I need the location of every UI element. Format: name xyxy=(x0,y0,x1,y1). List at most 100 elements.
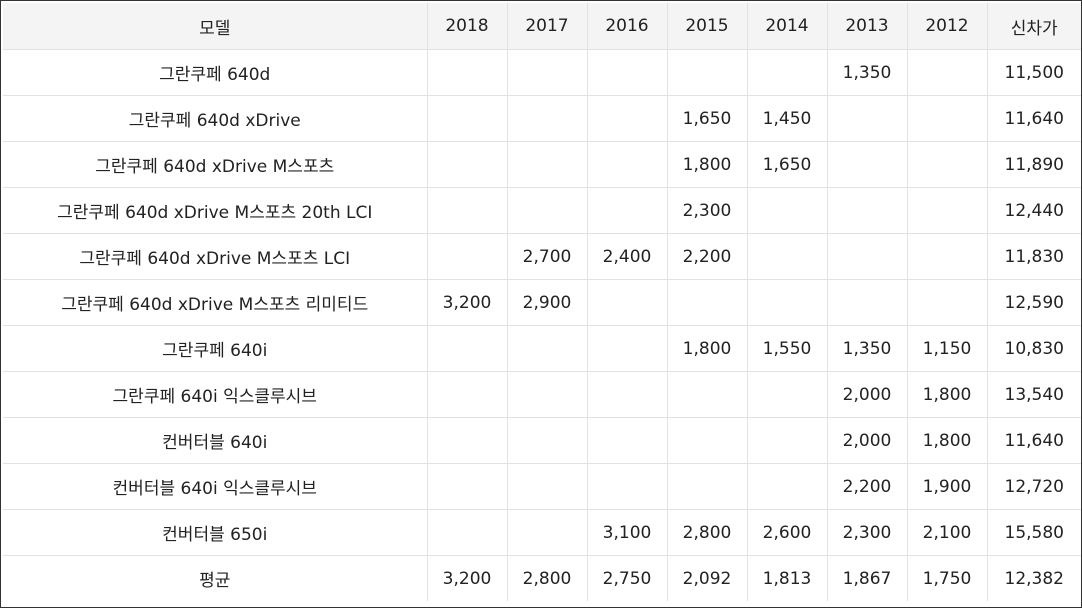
header-model: 모델 xyxy=(3,3,428,50)
price-cell xyxy=(826,95,908,142)
model-name-cell: 그란쿠페 640d xDrive M스포츠 리미티드 xyxy=(3,279,428,326)
price-cell xyxy=(746,463,828,510)
table-row: 그란쿠페 640d xDrive 1,650 1,450 11,640 xyxy=(3,95,1081,142)
price-cell xyxy=(746,187,828,234)
table-row: 그란쿠페 640d xDrive M스포츠 20th LCI 2,300 12,… xyxy=(3,187,1081,234)
price-cell: 1,800 xyxy=(666,325,748,372)
price-cell: 2,200 xyxy=(666,233,748,280)
new-price-cell: 12,720 xyxy=(986,463,1081,510)
table-row: 그란쿠페 640d 1,350 11,500 xyxy=(3,49,1081,96)
new-price-cell: 11,890 xyxy=(986,141,1081,188)
price-cell xyxy=(506,371,588,418)
price-cell: 1,650 xyxy=(666,95,748,142)
model-name-cell: 컨버터블 650i xyxy=(3,509,428,556)
new-price-cell: 11,830 xyxy=(986,233,1081,280)
price-cell xyxy=(426,233,508,280)
price-cell xyxy=(586,187,668,234)
price-cell: 2,300 xyxy=(666,187,748,234)
price-cell: 1,450 xyxy=(746,95,828,142)
price-cell: 1,900 xyxy=(906,463,988,510)
header-2015: 2015 xyxy=(666,3,748,50)
price-cell xyxy=(506,95,588,142)
table-row: 그란쿠페 640i 1,800 1,550 1,350 1,150 10,830 xyxy=(3,325,1081,372)
header-row: 모델 2018 2017 2016 2015 2014 2013 2012 신차… xyxy=(3,3,1081,50)
price-cell xyxy=(746,233,828,280)
price-cell xyxy=(506,509,588,556)
model-name-cell: 그란쿠페 640d xDrive M스포츠 LCI xyxy=(3,233,428,280)
price-cell: 2,100 xyxy=(906,509,988,556)
model-name-cell: 그란쿠페 640d xyxy=(3,49,428,96)
average-price-cell: 2,092 xyxy=(666,555,748,601)
price-cell xyxy=(746,371,828,418)
price-cell xyxy=(586,141,668,188)
used-price-table: 모델 2018 2017 2016 2015 2014 2013 2012 신차… xyxy=(3,3,1081,601)
new-price-cell: 12,440 xyxy=(986,187,1081,234)
average-row: 평균 3,200 2,800 2,750 2,092 1,813 1,867 1… xyxy=(3,555,1081,601)
model-name-cell: 그란쿠페 640d xDrive M스포츠 xyxy=(3,141,428,188)
price-cell: 1,150 xyxy=(906,325,988,372)
price-cell xyxy=(426,187,508,234)
model-name-cell: 컨버터블 640i 익스클루시브 xyxy=(3,463,428,510)
price-cell xyxy=(426,141,508,188)
price-cell: 3,200 xyxy=(426,279,508,326)
price-cell xyxy=(426,371,508,418)
price-cell xyxy=(426,509,508,556)
average-price-cell: 1,750 xyxy=(906,555,988,601)
price-cell xyxy=(666,279,748,326)
price-cell xyxy=(826,141,908,188)
price-cell xyxy=(506,141,588,188)
header-2018: 2018 xyxy=(426,3,508,50)
price-cell: 2,300 xyxy=(826,509,908,556)
price-cell: 1,800 xyxy=(906,371,988,418)
table-row: 컨버터블 640i 익스클루시브 2,200 1,900 12,720 xyxy=(3,463,1081,510)
price-cell xyxy=(586,371,668,418)
price-cell xyxy=(506,187,588,234)
price-cell xyxy=(746,417,828,464)
price-cell: 2,800 xyxy=(666,509,748,556)
price-cell xyxy=(586,463,668,510)
price-cell: 1,650 xyxy=(746,141,828,188)
average-new-price-cell: 12,382 xyxy=(986,555,1081,601)
price-cell xyxy=(906,49,988,96)
price-cell xyxy=(666,463,748,510)
table-row: 컨버터블 650i 3,100 2,800 2,600 2,300 2,100 … xyxy=(3,509,1081,556)
price-cell xyxy=(826,279,908,326)
new-price-cell: 15,580 xyxy=(986,509,1081,556)
price-cell: 1,350 xyxy=(826,49,908,96)
model-name-cell: 그란쿠페 640d xDrive xyxy=(3,95,428,142)
price-cell xyxy=(746,279,828,326)
price-cell xyxy=(826,187,908,234)
price-cell xyxy=(666,371,748,418)
table-row: 그란쿠페 640d xDrive M스포츠 1,800 1,650 11,890 xyxy=(3,141,1081,188)
model-name-cell: 컨버터블 640i xyxy=(3,417,428,464)
header-2013: 2013 xyxy=(826,3,908,50)
price-cell xyxy=(826,233,908,280)
price-cell xyxy=(906,141,988,188)
table-row: 컨버터블 640i 2,000 1,800 11,640 xyxy=(3,417,1081,464)
model-name-cell: 그란쿠페 640i 익스클루시브 xyxy=(3,371,428,418)
price-cell: 1,800 xyxy=(666,141,748,188)
price-cell xyxy=(666,417,748,464)
average-price-cell: 1,813 xyxy=(746,555,828,601)
price-cell xyxy=(906,233,988,280)
price-cell xyxy=(426,417,508,464)
model-name-cell: 그란쿠페 640d xDrive M스포츠 20th LCI xyxy=(3,187,428,234)
price-cell xyxy=(666,49,748,96)
price-cell xyxy=(426,325,508,372)
price-cell xyxy=(506,417,588,464)
header-2014: 2014 xyxy=(746,3,828,50)
price-cell xyxy=(906,187,988,234)
price-cell xyxy=(426,95,508,142)
new-price-cell: 13,540 xyxy=(986,371,1081,418)
average-price-cell: 2,800 xyxy=(506,555,588,601)
header-new-car-price: 신차가 xyxy=(986,3,1081,50)
price-cell xyxy=(586,417,668,464)
price-cell xyxy=(506,49,588,96)
price-cell xyxy=(746,49,828,96)
price-cell: 2,000 xyxy=(826,371,908,418)
new-price-cell: 11,500 xyxy=(986,49,1081,96)
price-cell: 2,400 xyxy=(586,233,668,280)
average-price-cell: 2,750 xyxy=(586,555,668,601)
new-price-cell: 10,830 xyxy=(986,325,1081,372)
